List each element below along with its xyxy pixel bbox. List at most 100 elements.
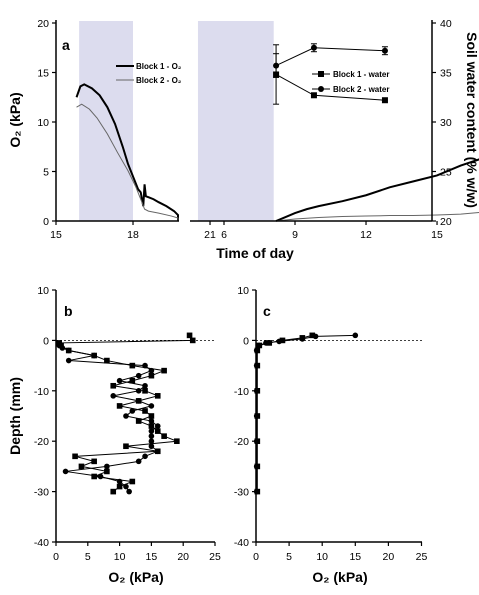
panel-a-xlabel: Time of day: [216, 245, 294, 261]
y-tick-label: -10: [34, 386, 49, 398]
x-tick-label: 15: [50, 229, 62, 241]
profile-point-circle: [62, 468, 69, 475]
profile-point-circle: [142, 453, 148, 460]
water-point-square: [381, 97, 388, 104]
profile-point-square: [148, 423, 155, 429]
profile-point-circle: [253, 362, 260, 369]
profile-point-circle: [148, 438, 155, 445]
profile-point-square: [91, 473, 97, 480]
y-tick-label: 0: [243, 335, 249, 347]
x-tick-label: 15: [349, 551, 361, 563]
panel-a-ylabel-right: Soil water content (% w/w): [464, 32, 479, 208]
y-tick-label: -30: [34, 487, 49, 499]
profile-point-square: [161, 433, 167, 439]
profile-point-circle: [148, 443, 155, 450]
y-tick-label: 10: [237, 285, 249, 297]
y-tick-label: -30: [234, 487, 249, 499]
y-tick-label: 0: [43, 335, 49, 347]
panel-b-label: b: [64, 303, 73, 319]
profile-point-circle: [59, 345, 66, 351]
profile-point-circle: [253, 413, 260, 419]
profile-point-square: [148, 413, 155, 419]
water-point-square: [310, 92, 317, 99]
x-tick-label: 0: [253, 551, 259, 563]
profile-point-circle: [253, 488, 260, 495]
x-tick-label: 20: [177, 551, 189, 563]
profile-point-circle: [253, 347, 260, 354]
y-tick-label-right: 30: [440, 117, 452, 129]
x-tick-label: 25: [209, 551, 221, 563]
profile-point-circle: [253, 438, 260, 445]
y-tick-label-right: 25: [440, 167, 452, 179]
o2-line-segment: [75, 83, 179, 221]
profile-point-circle: [154, 423, 161, 429]
x-tick-label: 10: [316, 551, 328, 563]
y-tick-label: -20: [234, 436, 249, 448]
profile-point-circle: [148, 433, 155, 439]
water-point-circle: [310, 44, 317, 51]
profile-point-circle: [253, 388, 260, 394]
o2-line-segment: [76, 103, 179, 221]
legend-marker-block1-water: [318, 71, 324, 77]
shaded-interval: [197, 21, 274, 221]
profile-point-square: [142, 408, 148, 414]
profile-point-circle: [97, 473, 104, 480]
o2-line-segment: [275, 158, 479, 222]
x-tick-label: 5: [286, 551, 292, 563]
profile-point-square: [91, 458, 97, 465]
water-point-circle: [273, 62, 280, 69]
x-tick-label: 25: [416, 551, 428, 563]
panel-a-legend-o2: Block 1 - O₂ Block 2 - O₂: [116, 62, 182, 85]
profile-point-circle: [135, 398, 142, 404]
profile-point-circle: [154, 448, 161, 455]
profile-point-circle: [123, 413, 129, 419]
profile-point-square: [154, 428, 161, 434]
x-tick-label: 0: [53, 551, 59, 563]
profile-point-circle: [352, 332, 359, 339]
shaded-interval: [79, 21, 134, 221]
x-tick-label: 15: [431, 229, 443, 241]
profile-point-square: [186, 332, 193, 339]
x-tick-label: 12: [360, 229, 372, 241]
panel-a-legend-water: Block 1 - water Block 2 - water: [312, 70, 389, 94]
profile-point-circle: [148, 367, 155, 374]
profile-point-circle: [148, 403, 155, 409]
profile-point-circle: [65, 357, 72, 364]
profile-point-square: [116, 403, 123, 409]
profile-point-circle: [276, 338, 282, 345]
profile-point-square: [148, 372, 155, 379]
profile-line: [256, 334, 313, 492]
profile-point-circle: [142, 362, 148, 369]
y-tick-label: -40: [234, 537, 249, 549]
panel-b-xlabel: O₂ (kPa): [108, 569, 163, 585]
legend-block1-o2: Block 1 - O₂: [136, 62, 182, 71]
profile-point-square: [78, 463, 85, 470]
y-tick-label: 0: [43, 216, 49, 228]
panel-a-ylabel: O₂ (kPa): [7, 92, 23, 147]
y-tick-label-right: 40: [440, 18, 452, 30]
profile-point-circle: [110, 393, 117, 399]
y-tick-label: -40: [34, 537, 49, 549]
profile-point-square: [72, 453, 78, 460]
x-tick-label: 9: [292, 229, 298, 241]
x-tick-label: 5: [85, 551, 91, 563]
y-tick-label-right: 20: [440, 216, 452, 228]
x-tick-label: 20: [383, 551, 395, 563]
profile-point-circle: [142, 382, 148, 389]
profile-point-square: [129, 377, 136, 384]
profile-point-square: [309, 332, 316, 339]
y-tick-label: 20: [37, 18, 49, 30]
profile-point-circle: [135, 458, 142, 465]
profile-point-circle: [263, 340, 269, 346]
panel-c-label: c: [263, 303, 271, 319]
profile-point-circle: [148, 418, 155, 424]
profile-point-square: [104, 468, 110, 475]
panel-a-label: a: [62, 37, 70, 53]
profile-point-square: [189, 337, 196, 344]
profile-point-circle: [129, 408, 136, 414]
profile-point-circle: [91, 352, 97, 359]
water-point-circle: [381, 47, 388, 54]
panel-c-xlabel: O₂ (kPa): [312, 569, 367, 585]
